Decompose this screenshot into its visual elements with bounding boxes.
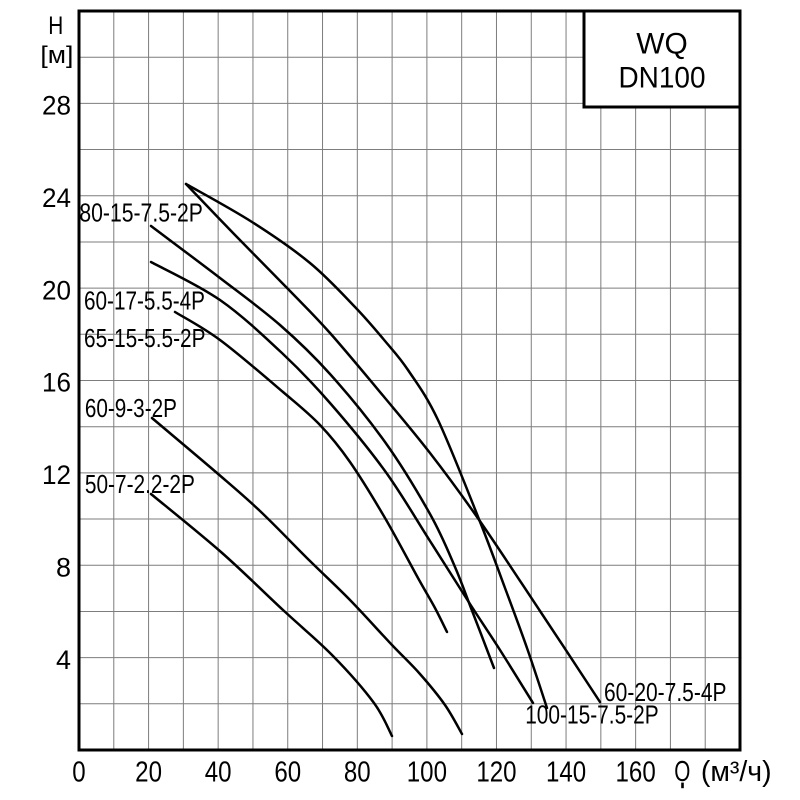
svg-text:WQ: WQ [636,28,688,61]
svg-text:12: 12 [42,460,71,490]
svg-text:28: 28 [42,91,71,121]
svg-text:DN100: DN100 [619,61,706,94]
svg-text:0: 0 [72,757,85,789]
svg-text:60-9-3-2P: 60-9-3-2P [85,393,177,423]
svg-text:60-20-7.5-4P: 60-20-7.5-4P [604,677,727,707]
svg-text:20: 20 [135,757,162,789]
svg-text:160: 160 [616,757,656,789]
svg-text:50-7-2.2-2P: 50-7-2.2-2P [85,469,195,499]
svg-text:16: 16 [42,368,71,398]
svg-text:24: 24 [42,183,71,213]
svg-text:65-15-5.5-2P: 65-15-5.5-2P [84,323,206,353]
svg-text:8: 8 [56,552,71,582]
svg-text:140: 140 [546,757,586,789]
svg-text:40: 40 [205,757,232,789]
svg-text:[м]: [м] [40,42,73,69]
svg-text:100-15-7.5-2P: 100-15-7.5-2P [525,700,659,730]
svg-text:(м³/ч): (м³/ч) [701,756,772,788]
svg-text:80: 80 [344,757,371,789]
svg-text:H: H [48,12,63,40]
svg-text:4: 4 [56,645,71,675]
svg-text:80-15-7.5-2P: 80-15-7.5-2P [79,198,202,228]
svg-text:O: O [674,756,690,788]
svg-text:120: 120 [476,757,516,789]
svg-text:60-17-5.5-4P: 60-17-5.5-4P [84,286,205,316]
svg-text:20: 20 [42,275,71,305]
svg-text:100: 100 [407,757,447,789]
svg-text:60: 60 [274,757,301,789]
